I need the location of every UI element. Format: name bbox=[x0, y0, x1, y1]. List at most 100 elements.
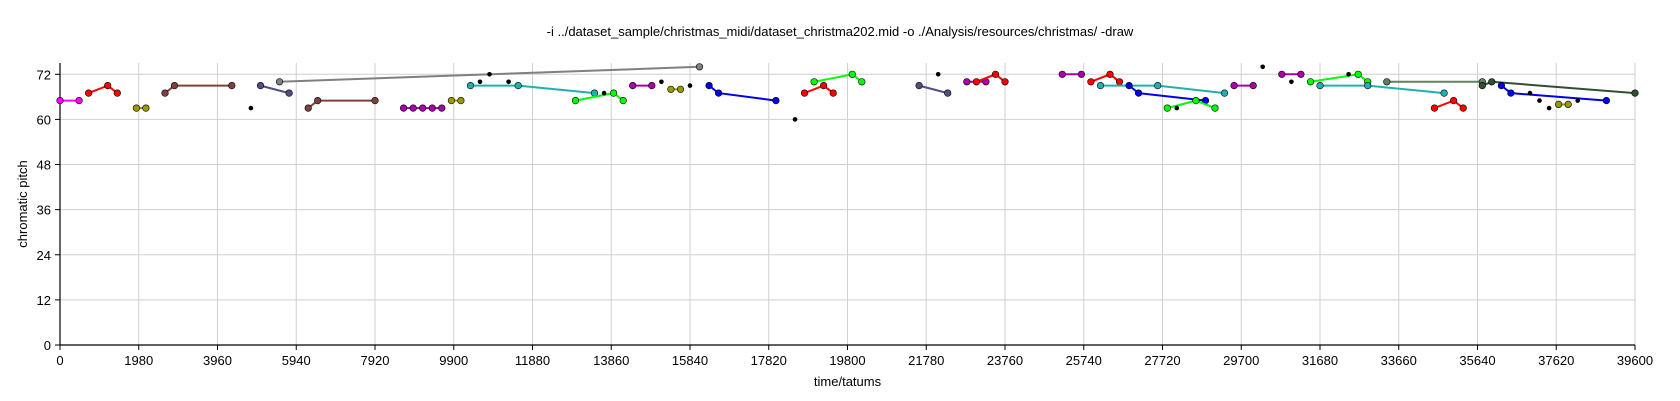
grid bbox=[59, 63, 1636, 346]
series-39 bbox=[1316, 81, 1448, 97]
series-25 bbox=[935, 72, 941, 77]
series-line bbox=[1500, 84, 1607, 102]
data-point bbox=[56, 96, 64, 105]
x-tick-label: 23760 bbox=[987, 353, 1023, 368]
data-point bbox=[1488, 78, 1496, 86]
series-21 bbox=[792, 117, 798, 122]
data-point bbox=[687, 83, 693, 88]
series-46 bbox=[1537, 98, 1542, 103]
data-point bbox=[1478, 81, 1486, 90]
data-point bbox=[113, 89, 121, 97]
data-point bbox=[487, 72, 492, 77]
series-45 bbox=[1527, 90, 1533, 96]
y-axis-label: chromatic pitch bbox=[15, 160, 30, 247]
x-tick-label: 13860 bbox=[593, 353, 629, 368]
data-point bbox=[104, 81, 112, 90]
x-tick-label: 19800 bbox=[829, 353, 865, 368]
series-5 bbox=[256, 81, 293, 97]
series-line bbox=[1090, 73, 1121, 83]
x-tick-label: 21780 bbox=[908, 353, 944, 368]
series-48 bbox=[1554, 100, 1572, 108]
x-tick-label: 9900 bbox=[439, 353, 468, 368]
series-32 bbox=[1163, 96, 1219, 112]
data-point bbox=[609, 89, 618, 97]
data-point bbox=[705, 81, 713, 90]
data-point bbox=[1077, 70, 1085, 78]
data-point bbox=[248, 105, 254, 111]
data-point bbox=[571, 96, 580, 105]
series-26 bbox=[963, 78, 990, 86]
series-40 bbox=[1346, 72, 1351, 77]
x-tick-label: 11880 bbox=[515, 353, 550, 368]
data-point bbox=[963, 78, 971, 86]
series-38 bbox=[1306, 70, 1372, 86]
data-point bbox=[1106, 70, 1114, 78]
series-37 bbox=[1289, 79, 1294, 85]
tick-labels: 0 1980 3960 5940 7920 9900 11880 13860 15840 1782… bbox=[37, 67, 1654, 368]
x-tick-label: 7920 bbox=[361, 353, 390, 368]
data-point bbox=[1278, 70, 1286, 78]
series-16 bbox=[629, 81, 656, 90]
data-point bbox=[1564, 100, 1572, 108]
data-point bbox=[1602, 96, 1610, 105]
data-point bbox=[1507, 89, 1515, 97]
data-point bbox=[1230, 81, 1238, 90]
data-point bbox=[256, 81, 265, 90]
data-point bbox=[428, 104, 436, 112]
data-point bbox=[447, 96, 456, 105]
series-23 bbox=[810, 70, 866, 86]
data-point bbox=[858, 78, 866, 86]
chart-title: -i ../dataset_sample/christmas_midi/data… bbox=[547, 24, 1134, 39]
data-point bbox=[1260, 64, 1265, 70]
y-tick-label: 24 bbox=[37, 248, 51, 263]
series-line bbox=[260, 84, 290, 95]
y-tick-label: 36 bbox=[37, 203, 51, 218]
data-point bbox=[1096, 81, 1105, 90]
data-point bbox=[514, 81, 522, 90]
data-point bbox=[1115, 78, 1124, 86]
data-point bbox=[1001, 78, 1009, 86]
series-8 bbox=[400, 104, 446, 112]
data-point bbox=[601, 90, 607, 96]
series-1 bbox=[84, 81, 121, 97]
data-point bbox=[75, 96, 83, 105]
data-point bbox=[170, 81, 179, 90]
data-point bbox=[132, 104, 140, 112]
series-49 bbox=[1575, 98, 1580, 103]
series-7 bbox=[304, 96, 379, 112]
data-point bbox=[695, 63, 704, 71]
x-tick-label: 17820 bbox=[751, 353, 787, 368]
series-22 bbox=[800, 81, 837, 97]
axes bbox=[55, 63, 1636, 350]
y-tick-label: 60 bbox=[37, 112, 51, 127]
data-point bbox=[848, 70, 856, 78]
series-42 bbox=[1430, 96, 1467, 112]
data-point bbox=[1346, 72, 1351, 77]
data-point bbox=[506, 79, 511, 85]
series-line bbox=[1320, 84, 1445, 95]
series-11 bbox=[477, 79, 483, 85]
data-point bbox=[915, 81, 923, 90]
x-tick-label: 15840 bbox=[672, 353, 708, 368]
series-33 bbox=[1174, 105, 1180, 111]
data-point bbox=[1163, 104, 1171, 112]
x-tick-label: 25740 bbox=[1066, 353, 1102, 368]
data-point bbox=[772, 96, 780, 105]
data-point bbox=[667, 85, 675, 93]
data-point bbox=[1383, 78, 1391, 86]
x-tick-label: 29700 bbox=[1223, 353, 1259, 368]
series-9 bbox=[447, 96, 465, 105]
data-point bbox=[477, 79, 483, 85]
x-tick-label: 31680 bbox=[1302, 353, 1338, 368]
data-point bbox=[1316, 81, 1324, 90]
data-point bbox=[935, 72, 941, 77]
series-layer bbox=[56, 63, 1639, 122]
x-tick-label: 27720 bbox=[1144, 353, 1180, 368]
data-point bbox=[1134, 89, 1143, 97]
data-point bbox=[972, 78, 981, 86]
data-point bbox=[659, 79, 664, 85]
data-point bbox=[810, 78, 818, 86]
series-27 bbox=[972, 70, 1009, 86]
y-tick-label: 48 bbox=[37, 158, 51, 173]
data-point bbox=[1575, 98, 1580, 103]
